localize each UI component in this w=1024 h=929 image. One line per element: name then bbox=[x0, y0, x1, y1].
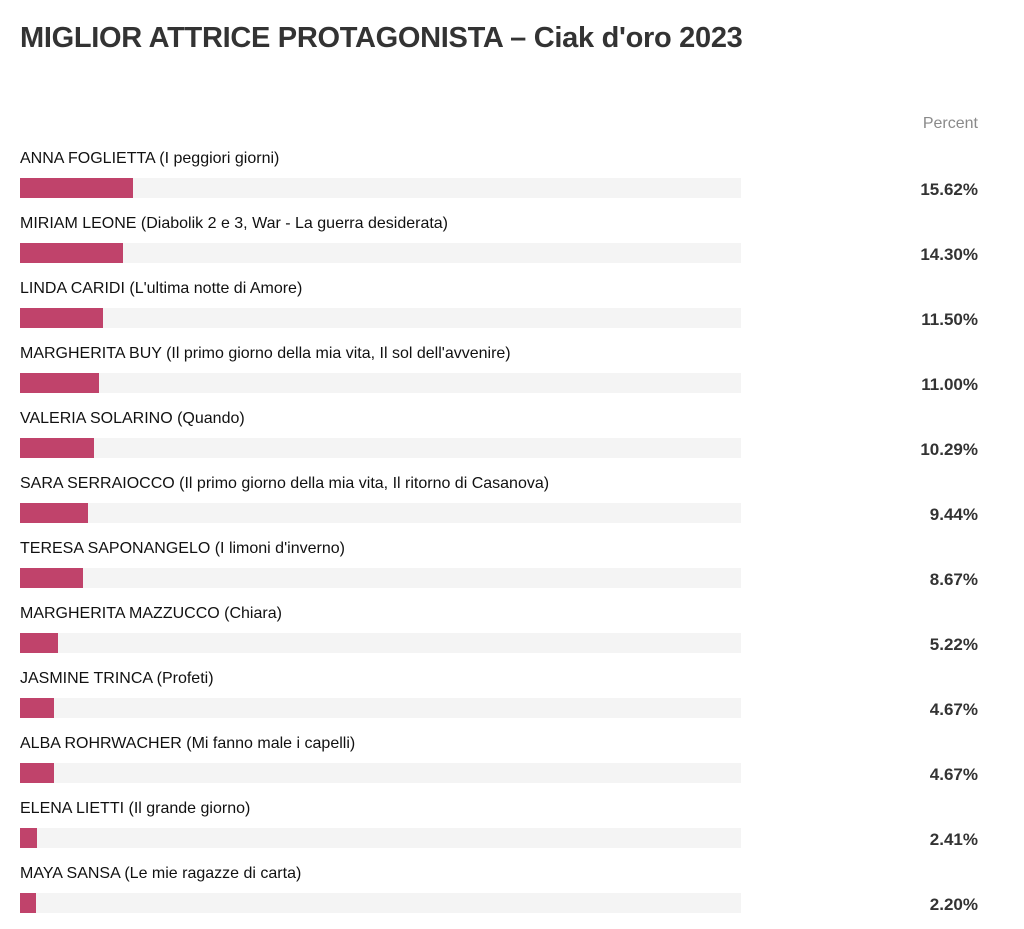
bar-row: VALERIA SOLARINO (Quando) 10.29% bbox=[0, 408, 1024, 473]
bar-value-label: 4.67% bbox=[929, 765, 978, 784]
bar bbox=[20, 763, 54, 783]
bar bbox=[20, 893, 36, 913]
bar-row: MARGHERITA MAZZUCCO (Chiara) 5.22% bbox=[0, 603, 1024, 668]
bar-track bbox=[20, 308, 741, 328]
bar-label: JASMINE TRINCA (Profeti) bbox=[20, 670, 214, 687]
bar bbox=[20, 438, 95, 458]
bar bbox=[20, 373, 100, 393]
bar-value-label: 5.22% bbox=[929, 635, 978, 654]
bar-track bbox=[20, 438, 741, 458]
bar bbox=[20, 698, 54, 718]
bar-label: MIRIAM LEONE (Diabolik 2 e 3, War - La g… bbox=[20, 215, 449, 232]
bar-track bbox=[20, 373, 741, 393]
bar-label: VALERIA SOLARINO (Quando) bbox=[20, 410, 245, 427]
bar-value-label: 4.67% bbox=[929, 700, 978, 719]
bar-row: SARA SERRAIOCCO (Il primo giorno della m… bbox=[0, 473, 1024, 538]
bar-value-label: 10.29% bbox=[920, 440, 978, 459]
bar-row: JASMINE TRINCA (Profeti) 4.67% bbox=[0, 668, 1024, 733]
bar bbox=[20, 178, 133, 198]
bar-label: TERESA SAPONANGELO (I limoni d'inverno) bbox=[20, 540, 345, 557]
bar-row: MAYA SANSA (Le mie ragazze di carta) 2.20… bbox=[0, 863, 1024, 928]
bar-track bbox=[20, 503, 741, 523]
bar-label: MARGHERITA BUY (Il primo giorno della mi… bbox=[20, 345, 511, 362]
percent-column-header: Percent bbox=[922, 115, 978, 132]
bar-value-label: 11.00% bbox=[921, 375, 978, 394]
bar-track bbox=[20, 763, 741, 783]
bar-label: ALBA ROHRWACHER (Mi fanno male i capelli… bbox=[20, 735, 356, 752]
bar-label: ANNA FOGLIETTA (I peggiori giorni) bbox=[20, 150, 280, 167]
bar-track bbox=[20, 243, 741, 263]
bar-row: TERESA SAPONANGELO (I limoni d'inverno) 8… bbox=[0, 538, 1024, 603]
bar-track bbox=[20, 178, 741, 198]
bar bbox=[20, 828, 38, 848]
bar bbox=[20, 568, 83, 588]
bar-track bbox=[20, 893, 741, 913]
bar-track bbox=[20, 633, 741, 653]
bar-value-label: 15.62% bbox=[920, 180, 978, 199]
bar bbox=[20, 243, 124, 263]
bar-chart: ANNA FOGLIETTA (I peggiori giorni) 15.62%… bbox=[0, 148, 1024, 928]
bar-row: MIRIAM LEONE (Diabolik 2 e 3, War - La g… bbox=[0, 213, 1024, 278]
bar bbox=[20, 633, 58, 653]
bar-value-label: 9.44% bbox=[929, 505, 978, 524]
bar-value-label: 8.67% bbox=[929, 570, 978, 589]
bar-track bbox=[20, 698, 741, 718]
bar-label: LINDA CARIDI (L'ultima notte di Amore) bbox=[20, 280, 303, 297]
bar-value-label: 14.30% bbox=[920, 245, 978, 264]
bar bbox=[20, 308, 103, 328]
bar-row: ANNA FOGLIETTA (I peggiori giorni) 15.62% bbox=[0, 148, 1024, 213]
bar-label: ELENA LIETTI (Il grande giorno) bbox=[20, 800, 251, 817]
chart-title: MIGLIOR ATTRICE PROTAGONISTA – Ciak d'or… bbox=[20, 22, 743, 54]
bar-track bbox=[20, 828, 741, 848]
bar-row: MARGHERITA BUY (Il primo giorno della mi… bbox=[0, 343, 1024, 408]
bar-track bbox=[20, 568, 741, 588]
bar-label: MAYA SANSA (Le mie ragazze di carta) bbox=[20, 865, 302, 882]
bar-value-label: 11.50% bbox=[921, 310, 978, 329]
bar-row: LINDA CARIDI (L'ultima notte di Amore) 11… bbox=[0, 278, 1024, 343]
bar-row: ALBA ROHRWACHER (Mi fanno male i capelli… bbox=[0, 733, 1024, 798]
bar-label: SARA SERRAIOCCO (Il primo giorno della m… bbox=[20, 475, 550, 492]
bar-label: MARGHERITA MAZZUCCO (Chiara) bbox=[20, 605, 282, 622]
bar bbox=[20, 503, 89, 523]
bar-value-label: 2.20% bbox=[929, 895, 978, 914]
bar-value-label: 2.41% bbox=[929, 830, 978, 849]
bar-row: ELENA LIETTI (Il grande giorno) 2.41% bbox=[0, 798, 1024, 863]
